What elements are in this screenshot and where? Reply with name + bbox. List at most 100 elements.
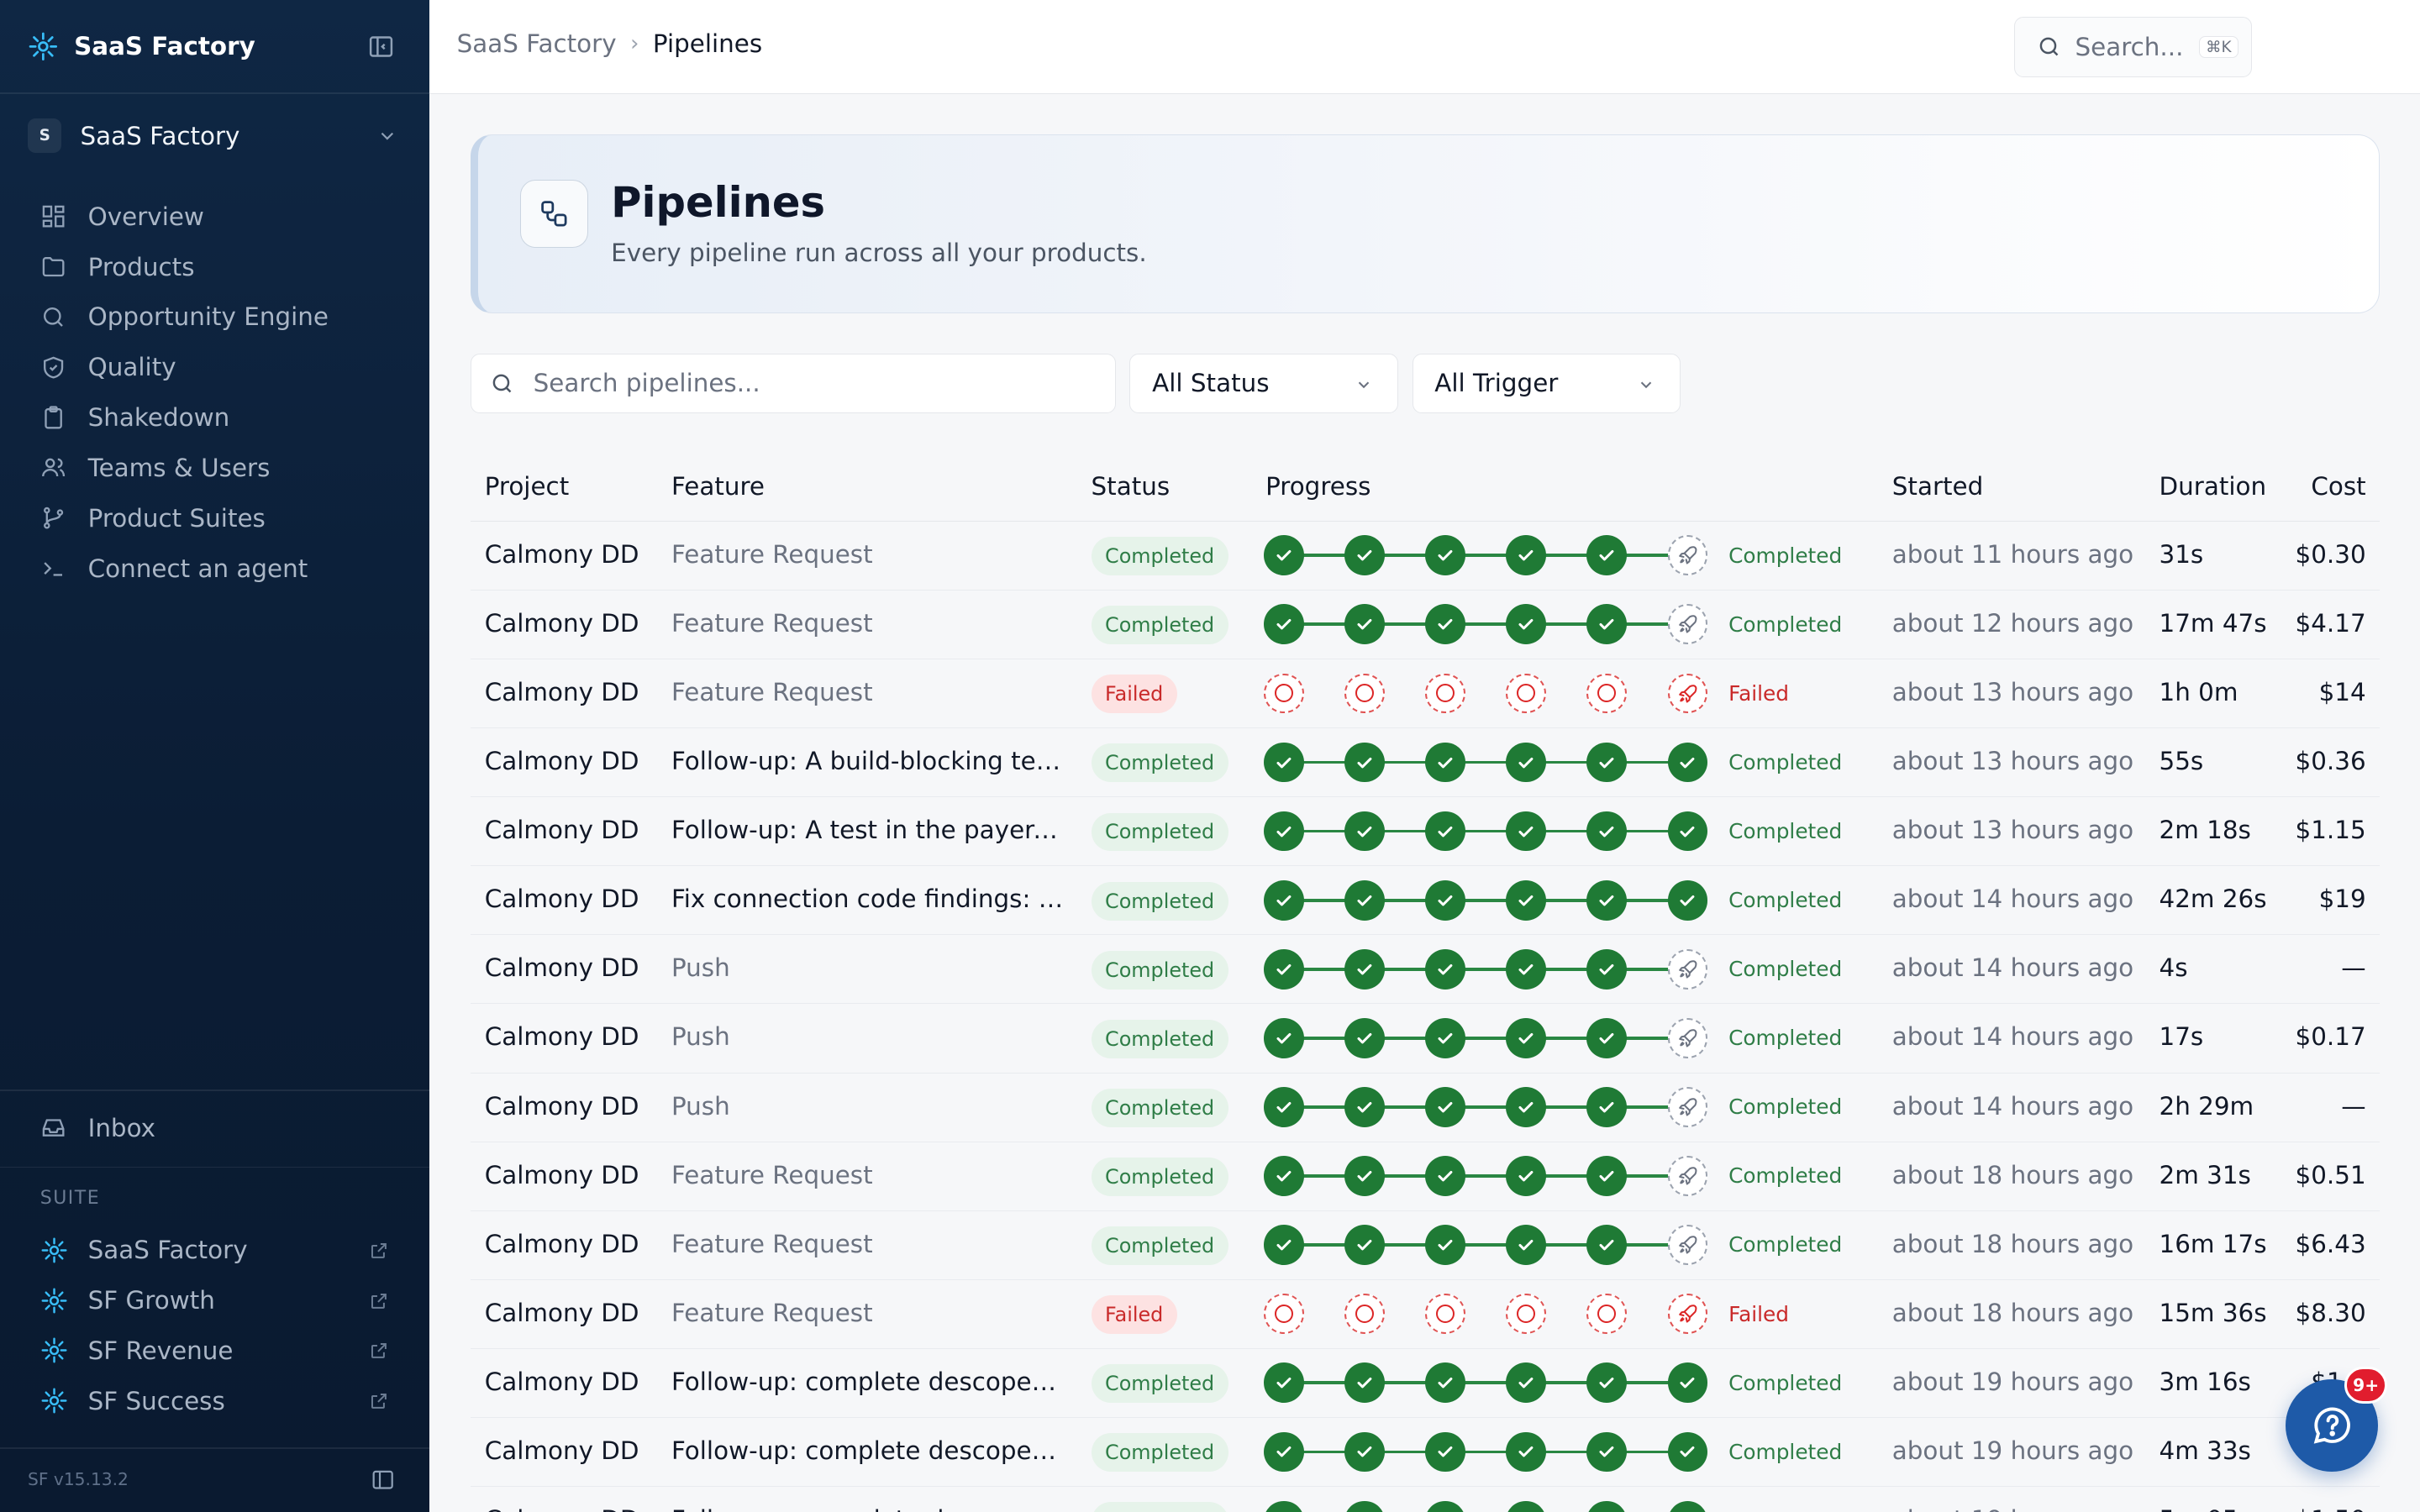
column-header-duration[interactable]: Duration xyxy=(2159,472,2267,501)
feature-cell[interactable]: Feature Request xyxy=(671,1229,873,1258)
feature-cell[interactable]: Push xyxy=(671,1022,730,1052)
pipeline-progress[interactable] xyxy=(1264,1293,1708,1336)
project-cell[interactable]: Calmony DD xyxy=(484,539,639,569)
pipeline-progress[interactable] xyxy=(1264,741,1708,784)
table-row[interactable]: Calmony DD Feature Request Completed Comple… xyxy=(471,1142,2381,1211)
feature-cell[interactable]: Feature Request xyxy=(671,539,873,569)
table-row[interactable]: Calmony DD Feature Request Failed Failed abo… xyxy=(471,1280,2381,1349)
progress-label: Completed xyxy=(1728,957,1843,982)
project-cell[interactable]: Calmony DD xyxy=(484,608,639,638)
column-header-status[interactable]: Status xyxy=(1091,472,1171,501)
nav-item-products[interactable]: Products xyxy=(28,242,404,292)
trigger-filter-select[interactable]: All Trigger xyxy=(1412,353,1681,414)
pipeline-progress[interactable] xyxy=(1264,1223,1708,1266)
feature-cell[interactable]: Push xyxy=(671,1091,730,1121)
table-row[interactable]: Calmony DD Push Completed Completed about 14… xyxy=(471,1004,2381,1074)
table-row[interactable]: Calmony DD Fix connection code findings: … xyxy=(471,866,2381,936)
nav-item-opportunity-engine[interactable]: Opportunity Engine xyxy=(28,292,404,343)
suite-item-sf-success[interactable]: SF Success xyxy=(28,1376,404,1426)
table-row[interactable]: Calmony DD Push Completed Completed about 14… xyxy=(471,935,2381,1005)
nav-item-connect-agent[interactable]: Connect an agent xyxy=(28,543,404,594)
column-header-started[interactable]: Started xyxy=(1891,472,1984,501)
started-cell: about 14 hours ago xyxy=(1891,1091,2134,1121)
duration-cell: 2m 18s xyxy=(2159,816,2251,845)
brand[interactable]: SaaS Factory xyxy=(28,24,255,67)
feature-cell[interactable]: Feature Request xyxy=(671,608,873,638)
pipeline-progress[interactable] xyxy=(1264,1154,1708,1197)
feature-cell[interactable]: Fix connection code findings: M... xyxy=(671,885,1067,914)
feature-cell[interactable]: Feature Request xyxy=(671,1160,873,1189)
breadcrumb-root[interactable]: SaaS Factory xyxy=(456,29,617,58)
global-search-button[interactable]: Search... ⌘K xyxy=(2013,17,2252,77)
project-cell[interactable]: Calmony DD xyxy=(484,1229,639,1258)
table-row[interactable]: Calmony DD Follow-up: A test in the payer… xyxy=(471,797,2381,867)
table-row[interactable]: Calmony DD Feature Request Completed Comple… xyxy=(471,522,2381,591)
column-header-feature[interactable]: Feature xyxy=(671,472,765,501)
suite-item-label: SF Growth xyxy=(87,1286,215,1315)
table-row[interactable]: Calmony DD Feature Request Completed Comple… xyxy=(471,591,2381,659)
project-cell[interactable]: Calmony DD xyxy=(484,1367,639,1396)
pipeline-progress[interactable] xyxy=(1264,603,1708,646)
duration-cell: 5m 05s xyxy=(2160,1505,2251,1512)
project-cell[interactable]: Calmony DD xyxy=(484,747,639,776)
feature-cell[interactable]: Follow-up: complete descoped ... xyxy=(671,1505,1066,1512)
nav-item-teams-users[interactable]: Teams & Users xyxy=(28,443,404,493)
project-cell[interactable]: Calmony DD xyxy=(484,1436,639,1466)
step-complete-icon xyxy=(1667,1431,1708,1473)
feature-cell[interactable]: Feature Request xyxy=(671,1298,873,1327)
project-cell[interactable]: Calmony DD xyxy=(484,1091,639,1121)
workspace-switcher[interactable]: S SaaS Factory xyxy=(28,111,404,160)
pipeline-progress[interactable] xyxy=(1264,1499,1708,1512)
pipeline-progress[interactable] xyxy=(1264,1362,1708,1404)
pipeline-progress[interactable] xyxy=(1264,1431,1708,1473)
nav-item-shakedown[interactable]: Shakedown xyxy=(28,392,404,443)
project-cell[interactable]: Calmony DD xyxy=(484,1298,639,1327)
suite-item-saas-factory[interactable]: SaaS Factory xyxy=(28,1225,404,1275)
table-row[interactable]: Calmony DD Follow-up: complete descoped .… xyxy=(471,1349,2381,1419)
table-row[interactable]: Calmony DD Feature Request Completed Comple… xyxy=(471,1211,2381,1280)
pipeline-progress[interactable] xyxy=(1264,810,1708,853)
pipeline-progress[interactable] xyxy=(1264,948,1708,990)
feature-cell[interactable]: Follow-up: complete descoped ... xyxy=(671,1436,1067,1466)
pipeline-progress[interactable] xyxy=(1264,1085,1708,1128)
sidebar-collapse-icon[interactable] xyxy=(367,33,395,60)
search-icon xyxy=(492,374,512,393)
feature-cell[interactable]: Follow-up: complete descoped ... xyxy=(671,1367,1067,1396)
pipeline-progress[interactable] xyxy=(1264,879,1708,921)
pipeline-progress[interactable] xyxy=(1264,672,1708,715)
project-cell[interactable]: Calmony DD xyxy=(484,816,639,845)
sidebar-toggle-icon[interactable] xyxy=(371,1467,395,1492)
column-header-project[interactable]: Project xyxy=(484,472,570,501)
step-complete-icon xyxy=(1506,1087,1547,1127)
table-row[interactable]: Calmony DD Push Completed Completed about 14… xyxy=(471,1074,2381,1142)
step-complete-icon xyxy=(1344,604,1386,645)
table-row[interactable]: Calmony DD Follow-up: complete descoped .… xyxy=(471,1418,2381,1488)
project-cell[interactable]: Calmony DD xyxy=(484,1160,639,1189)
progress-connector xyxy=(1282,967,1687,971)
suite-item-sf-growth[interactable]: SF Growth xyxy=(28,1275,404,1326)
project-cell[interactable]: Calmony DD xyxy=(484,678,639,707)
status-filter-select[interactable]: All Status xyxy=(1129,353,1399,414)
progress-connector xyxy=(1282,1037,1687,1040)
table-row[interactable]: Calmony DD Feature Request Failed Failed abo… xyxy=(471,659,2381,729)
feature-cell[interactable]: Follow-up: A build-blocking test... xyxy=(671,747,1067,776)
pipeline-progress[interactable] xyxy=(1264,533,1708,576)
column-header-cost[interactable]: Cost xyxy=(2311,472,2366,501)
nav-item-overview[interactable]: Overview xyxy=(28,192,404,242)
pipeline-progress[interactable] xyxy=(1264,1016,1708,1059)
project-cell[interactable]: Calmony DD xyxy=(484,885,639,914)
nav-item-inbox[interactable]: Inbox xyxy=(28,1105,404,1151)
table-row[interactable]: Calmony DD Follow-up: complete descoped .… xyxy=(471,1487,2380,1512)
workspace-name: SaaS Factory xyxy=(80,121,240,150)
feature-cell[interactable]: Follow-up: A test in the payer-n... xyxy=(671,816,1067,845)
feature-cell[interactable]: Feature Request xyxy=(671,678,873,707)
nav-item-product-suites[interactable]: Product Suites xyxy=(28,493,404,543)
suite-item-sf-revenue[interactable]: SF Revenue xyxy=(28,1326,404,1376)
project-cell[interactable]: Calmony DD xyxy=(484,1022,639,1052)
table-row[interactable]: Calmony DD Follow-up: A build-blocking te… xyxy=(471,728,2381,798)
nav-item-quality[interactable]: Quality xyxy=(28,342,404,392)
pipeline-search-input[interactable]: Search pipelines... xyxy=(471,353,1116,414)
project-cell[interactable]: Calmony DD xyxy=(484,953,639,983)
feature-cell[interactable]: Push xyxy=(671,953,730,983)
project-cell[interactable]: Calmony DD xyxy=(485,1505,639,1512)
